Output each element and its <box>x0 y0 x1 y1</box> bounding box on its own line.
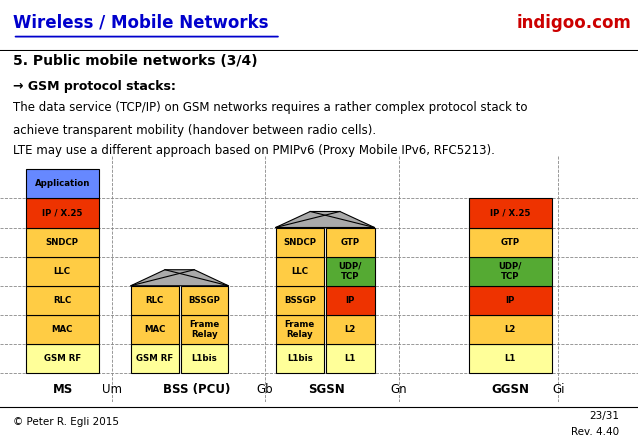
Text: MAC: MAC <box>144 325 165 334</box>
Bar <box>326 228 375 257</box>
Bar <box>469 198 552 228</box>
Bar <box>26 198 99 228</box>
Text: IP: IP <box>346 296 355 305</box>
Text: Gn: Gn <box>390 383 407 396</box>
Text: L1bis: L1bis <box>287 354 313 363</box>
Bar <box>469 315 552 344</box>
Bar <box>276 228 324 257</box>
Text: RLC: RLC <box>145 296 164 305</box>
Text: UDP/
TCP: UDP/ TCP <box>339 262 362 281</box>
Bar <box>469 344 552 373</box>
Bar <box>276 286 324 315</box>
Text: LLC: LLC <box>54 267 71 276</box>
Text: MAC: MAC <box>52 325 73 334</box>
Text: BSS (PCU): BSS (PCU) <box>163 383 230 396</box>
Text: MS: MS <box>52 383 73 396</box>
Bar <box>26 286 99 315</box>
Bar <box>276 315 324 344</box>
Bar <box>469 228 552 257</box>
Text: achieve transparent mobility (handover between radio cells).: achieve transparent mobility (handover b… <box>13 123 376 137</box>
Text: © Peter R. Egli 2015: © Peter R. Egli 2015 <box>13 417 119 427</box>
Text: Um: Um <box>101 383 122 396</box>
Text: indigoo.com: indigoo.com <box>517 14 632 32</box>
Bar <box>26 228 99 257</box>
Bar <box>131 286 179 315</box>
Text: Wireless / Mobile Networks: Wireless / Mobile Networks <box>13 14 268 32</box>
Polygon shape <box>276 211 375 228</box>
Bar <box>326 286 375 315</box>
Text: IP / X.25: IP / X.25 <box>490 209 531 217</box>
Bar <box>26 257 99 286</box>
Text: UDP/
TCP: UDP/ TCP <box>499 262 522 281</box>
Bar <box>26 315 99 344</box>
Bar <box>276 344 324 373</box>
Text: Gi: Gi <box>552 383 565 396</box>
Text: IP: IP <box>506 296 515 305</box>
Text: LLC: LLC <box>292 267 308 276</box>
Bar <box>181 286 228 315</box>
Text: L2: L2 <box>345 325 356 334</box>
Bar <box>326 257 375 286</box>
Bar <box>276 257 324 286</box>
Text: GSM RF: GSM RF <box>136 354 174 363</box>
Text: L1bis: L1bis <box>191 354 218 363</box>
Text: IP / X.25: IP / X.25 <box>42 209 82 217</box>
Bar <box>469 286 552 315</box>
Text: Rev. 4.40: Rev. 4.40 <box>571 427 619 437</box>
Text: SNDCP: SNDCP <box>283 237 316 247</box>
Bar <box>131 315 179 344</box>
Text: BSSGP: BSSGP <box>284 296 316 305</box>
Text: GGSN: GGSN <box>491 383 530 396</box>
Bar <box>326 315 375 344</box>
Polygon shape <box>131 270 228 286</box>
Text: The data service (TCP/IP) on GSM networks requires a rather complex protocol sta: The data service (TCP/IP) on GSM network… <box>13 101 527 114</box>
Text: L1: L1 <box>345 354 356 363</box>
Bar <box>469 257 552 286</box>
Bar <box>181 315 228 344</box>
Text: Frame
Relay: Frame Relay <box>189 320 219 339</box>
Bar <box>131 344 179 373</box>
Text: GTP: GTP <box>341 237 360 247</box>
Text: GSM RF: GSM RF <box>43 354 81 363</box>
Text: BSSGP: BSSGP <box>189 296 220 305</box>
Text: SGSN: SGSN <box>308 383 345 396</box>
Text: Gb: Gb <box>256 383 273 396</box>
Bar <box>181 344 228 373</box>
Text: GTP: GTP <box>501 237 520 247</box>
Text: LTE may use a different approach based on PMIPv6 (Proxy Mobile IPv6, RFC5213).: LTE may use a different approach based o… <box>13 144 494 157</box>
Text: Frame
Relay: Frame Relay <box>285 320 315 339</box>
Text: L2: L2 <box>505 325 516 334</box>
Text: 23/31: 23/31 <box>589 411 619 421</box>
Bar <box>26 344 99 373</box>
Text: RLC: RLC <box>53 296 71 305</box>
Bar <box>26 169 99 198</box>
Text: L1: L1 <box>505 354 516 363</box>
Text: Application: Application <box>34 179 90 188</box>
Text: 5. Public mobile networks (3/4): 5. Public mobile networks (3/4) <box>13 54 257 68</box>
Bar <box>326 344 375 373</box>
Text: → GSM protocol stacks:: → GSM protocol stacks: <box>13 80 175 93</box>
Text: SNDCP: SNDCP <box>46 237 78 247</box>
